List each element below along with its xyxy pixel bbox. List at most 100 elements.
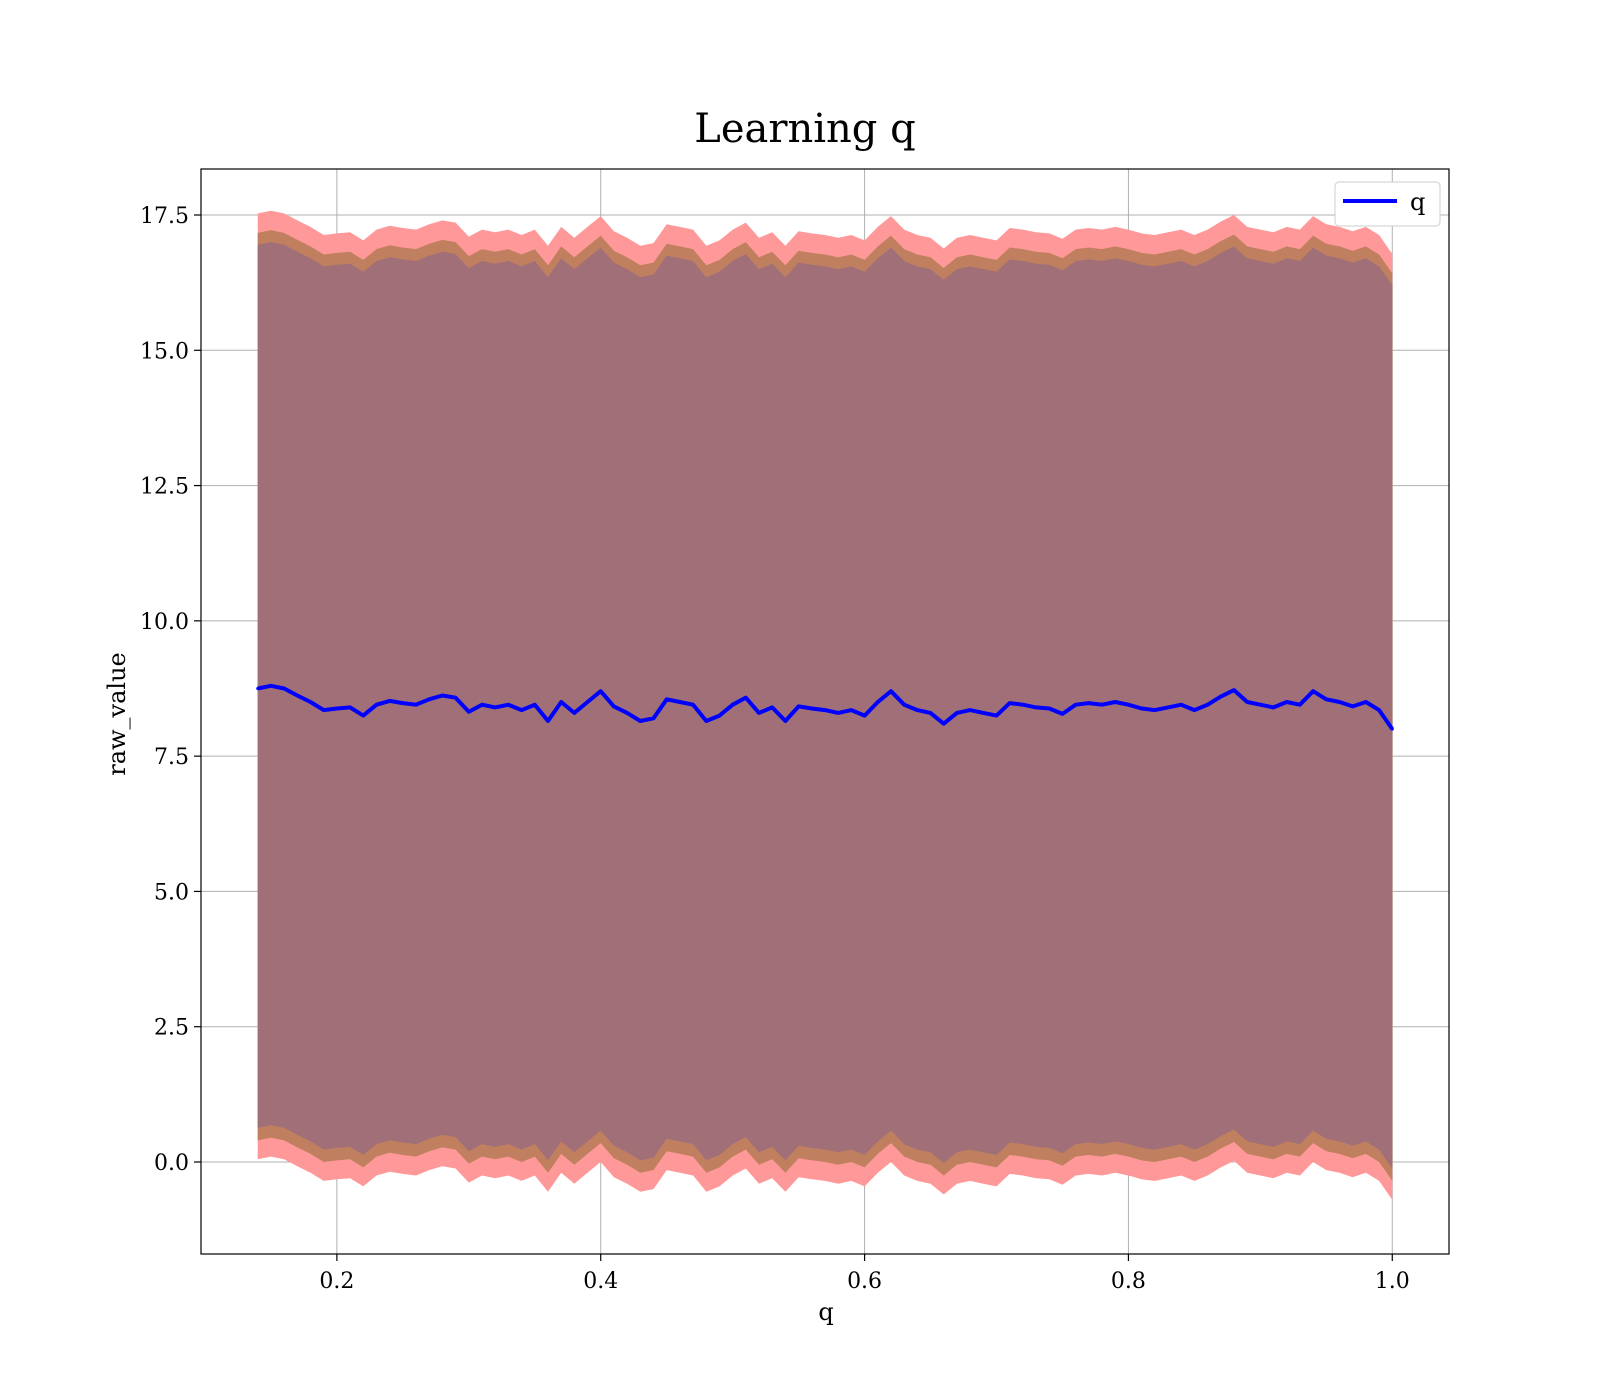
series-point xyxy=(810,707,814,710)
series-point xyxy=(876,700,880,704)
series-point xyxy=(612,704,616,708)
y-tick-label: 2.5 xyxy=(154,1016,189,1041)
plot-frame xyxy=(200,168,1450,1255)
series-point xyxy=(1034,705,1038,709)
y-axis-label: raw_value xyxy=(103,652,131,776)
series-point xyxy=(1008,701,1012,705)
series-point xyxy=(691,703,695,707)
series-point xyxy=(1377,708,1381,712)
series-point xyxy=(929,711,932,715)
series-point xyxy=(454,696,458,700)
series-point xyxy=(309,700,312,704)
series-point xyxy=(322,708,326,712)
series-point xyxy=(440,694,444,697)
confidence-band-3 xyxy=(257,242,1393,1169)
legend-frame xyxy=(1334,181,1441,227)
series-point xyxy=(1192,708,1196,712)
y-tick-label: 0.0 xyxy=(154,1151,189,1176)
series-point xyxy=(295,694,299,697)
series-point xyxy=(1074,703,1078,707)
series-point xyxy=(493,705,497,709)
series-point xyxy=(1087,701,1091,705)
y-tick-label: 15.0 xyxy=(140,339,189,364)
series-point xyxy=(282,687,286,690)
series-point xyxy=(744,696,748,700)
series-point xyxy=(849,708,853,712)
series-point xyxy=(1232,688,1236,692)
series-point xyxy=(388,699,392,703)
series-point xyxy=(968,708,972,712)
x-tick-label: 0.4 xyxy=(583,1269,618,1294)
series-point xyxy=(995,714,998,718)
series-point xyxy=(770,705,774,709)
series-point xyxy=(533,703,537,707)
series-point xyxy=(955,711,959,715)
series-point xyxy=(269,684,273,688)
series-point xyxy=(1338,700,1341,704)
series-point xyxy=(480,703,484,707)
series-point xyxy=(783,719,787,723)
series-point xyxy=(757,711,761,715)
series-point xyxy=(414,703,418,707)
series-point xyxy=(1166,705,1170,709)
x-axis-label: q xyxy=(818,1298,833,1326)
series-point xyxy=(1390,727,1394,731)
series-point xyxy=(427,697,431,701)
series-point xyxy=(731,703,735,707)
chart-title: Learning q xyxy=(694,106,915,152)
series-point xyxy=(1113,700,1117,704)
series-point xyxy=(797,704,801,708)
x-tick-label: 0.2 xyxy=(319,1269,354,1294)
series-point xyxy=(1047,707,1051,710)
series-point xyxy=(1021,703,1025,707)
series-point xyxy=(572,711,576,715)
series-point xyxy=(361,714,365,718)
series-point xyxy=(823,708,827,712)
series-point xyxy=(348,705,352,709)
y-tick-label: 17.5 xyxy=(140,204,189,229)
series-point xyxy=(1324,697,1328,701)
series-point xyxy=(1285,700,1289,704)
series-point xyxy=(1100,703,1104,707)
x-tick-label: 1.0 xyxy=(1375,1269,1410,1294)
series-point xyxy=(586,700,589,704)
series-point xyxy=(889,689,893,693)
series-point xyxy=(1245,700,1249,704)
series-point xyxy=(942,722,946,726)
series-point xyxy=(1272,705,1275,709)
series-point xyxy=(1179,703,1183,707)
series-point xyxy=(559,700,563,704)
series-point xyxy=(1140,707,1144,710)
series-point xyxy=(1153,708,1157,712)
series-point xyxy=(1219,695,1223,699)
series-point xyxy=(836,711,840,715)
series-point xyxy=(704,719,708,723)
series-point xyxy=(665,697,669,701)
series-point xyxy=(678,700,682,704)
series-point xyxy=(1298,703,1302,707)
plot-area: 0.2 0.4 0.6 0.8 1.0 0.0 2.5 5.0 7.5 10.0 12.5 15.0 1… xyxy=(140,168,1450,1294)
x-tick-label: 0.8 xyxy=(1111,1269,1146,1294)
series-point xyxy=(506,703,510,707)
series-point xyxy=(520,708,524,712)
series-point xyxy=(335,707,339,710)
series-point xyxy=(375,703,378,707)
series-point xyxy=(625,711,629,715)
series-point xyxy=(902,703,906,707)
series-point xyxy=(915,708,919,712)
series-point xyxy=(256,687,260,690)
series-point xyxy=(1311,689,1315,693)
y-tick-label: 7.5 xyxy=(154,745,189,770)
series-point xyxy=(718,714,721,718)
series-point xyxy=(1061,712,1064,716)
y-tick-label: 5.0 xyxy=(154,880,189,905)
series-point xyxy=(1126,703,1130,707)
x-tick-label: 0.6 xyxy=(847,1269,882,1294)
series-point xyxy=(1364,700,1368,704)
y-tick-label: 12.5 xyxy=(140,475,189,500)
series-point xyxy=(1351,704,1355,708)
series-point xyxy=(1258,703,1262,707)
legend: q xyxy=(1334,181,1441,227)
series-point xyxy=(652,716,655,720)
